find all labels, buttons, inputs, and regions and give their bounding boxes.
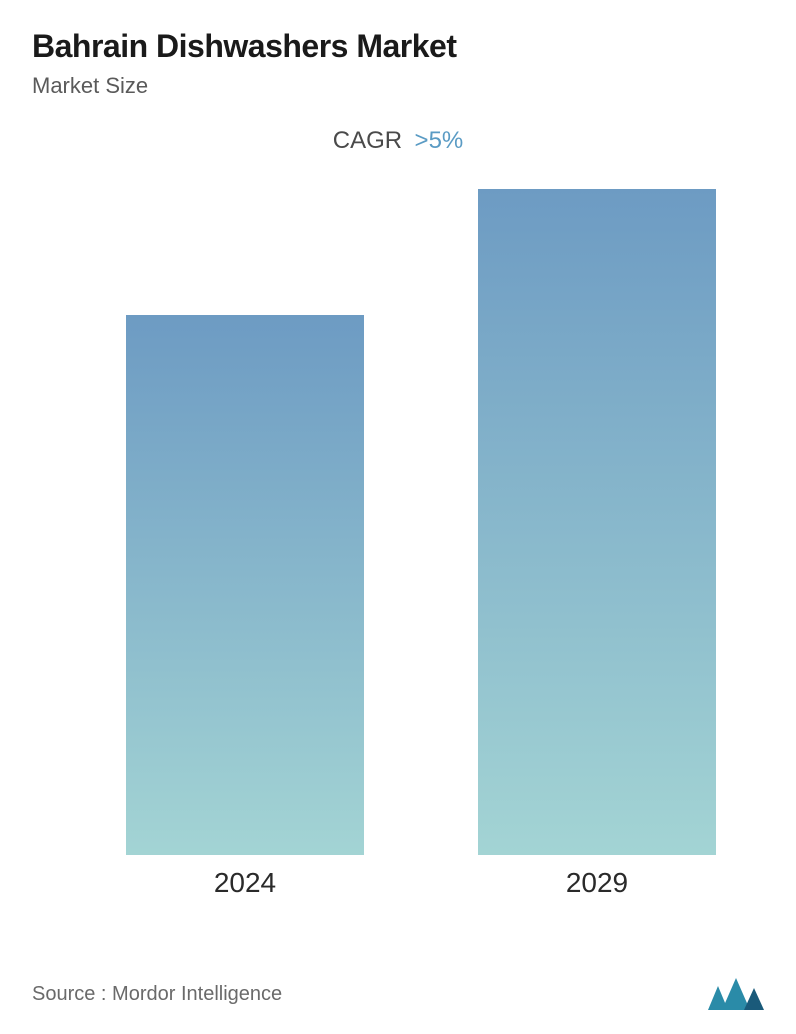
source-text: Source : Mordor Intelligence xyxy=(32,983,282,1006)
x-axis-labels: 2024 2029 xyxy=(32,867,764,927)
bar-fill-icon xyxy=(126,315,364,855)
chart-area xyxy=(32,175,764,855)
page-subtitle: Market Size xyxy=(32,73,764,99)
cagr-value: >5% xyxy=(415,127,464,154)
cagr-row: CAGR >5% xyxy=(32,127,764,155)
mordor-logo-icon xyxy=(708,978,764,1010)
page-title: Bahrain Dishwashers Market xyxy=(32,28,764,65)
source-name: Mordor Intelligence xyxy=(112,983,282,1005)
source-label: Source : xyxy=(32,983,106,1005)
x-label-2029: 2029 xyxy=(478,867,716,899)
bar-fill-icon xyxy=(478,189,716,855)
bar-2029 xyxy=(478,189,716,855)
cagr-label: CAGR xyxy=(333,127,402,154)
x-label-2024: 2024 xyxy=(126,867,364,899)
bar-2024 xyxy=(126,315,364,855)
footer: Source : Mordor Intelligence xyxy=(32,978,764,1010)
